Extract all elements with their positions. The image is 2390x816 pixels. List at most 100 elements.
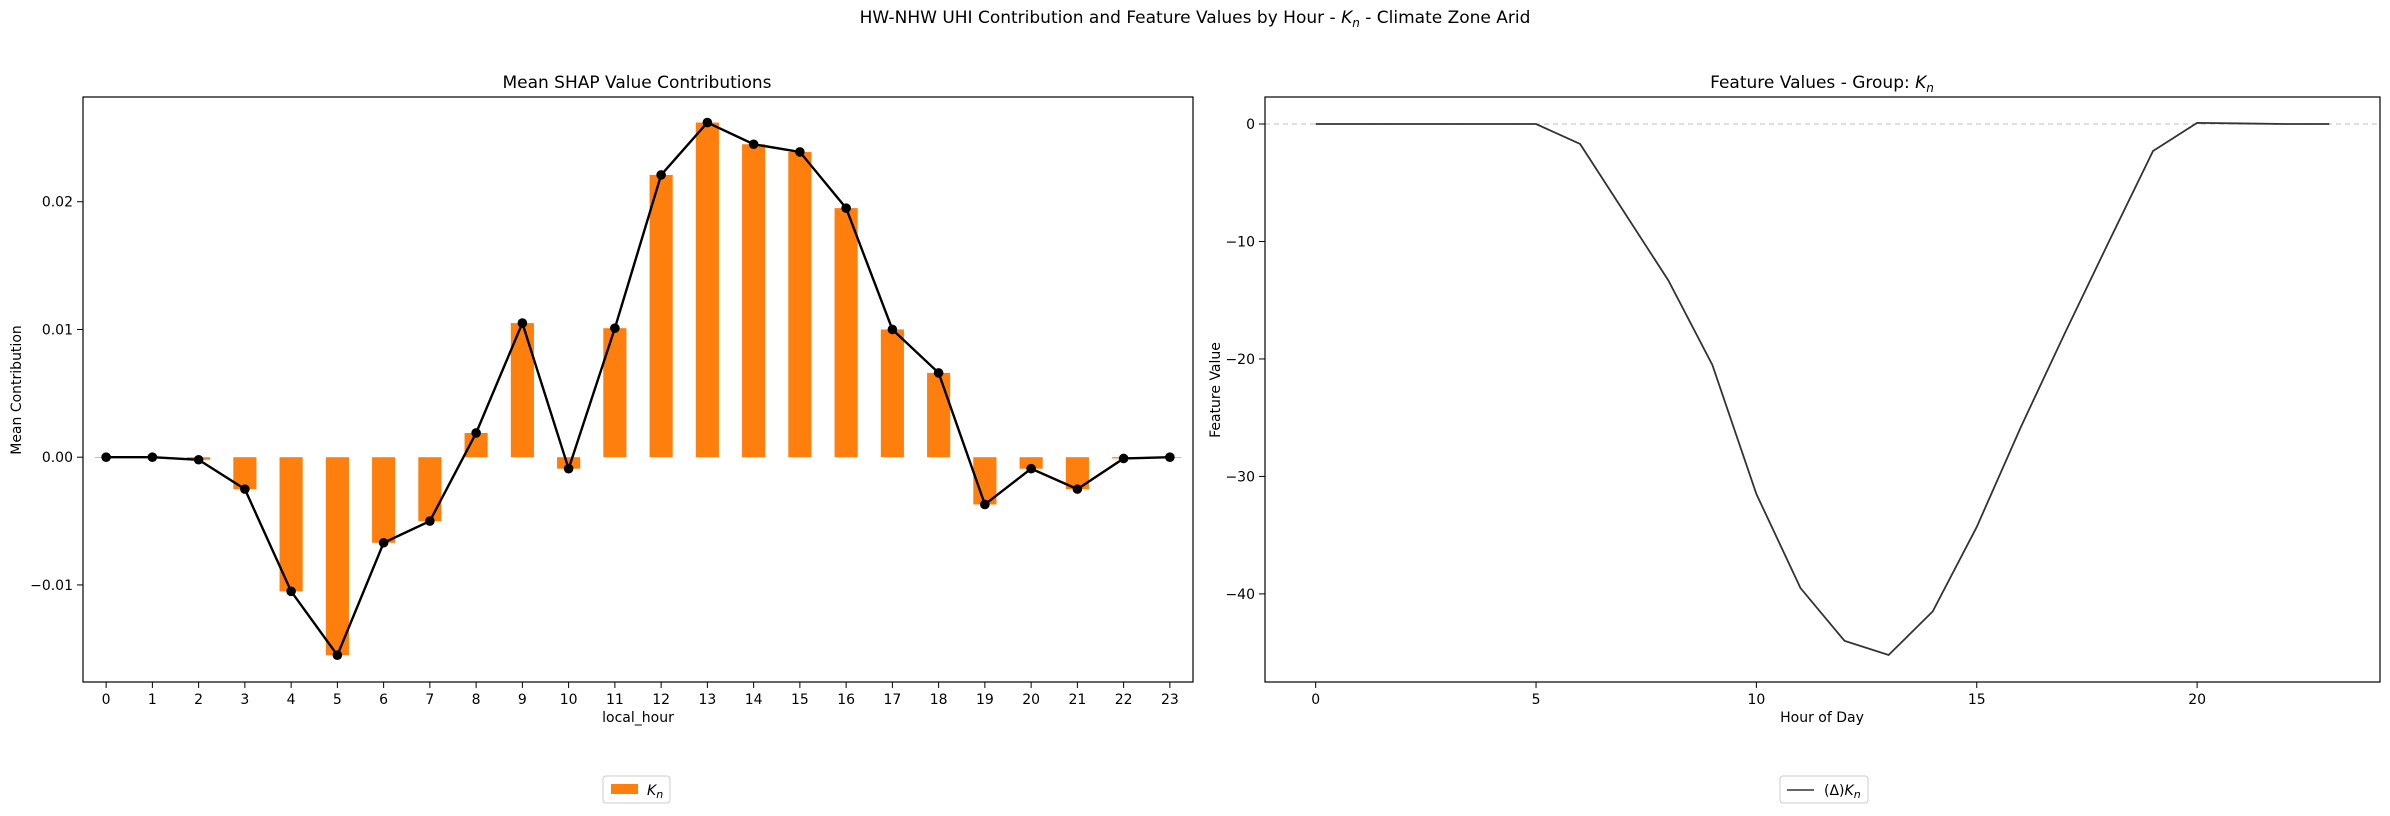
shap-legend-sub: n xyxy=(656,788,663,801)
bar-15 xyxy=(788,151,812,458)
y-axis-ticks: −40 −30 −20 −10 0 xyxy=(1225,117,1265,603)
shap-chart-title: Mean SHAP Value Contributions xyxy=(502,73,771,93)
figure-title: HW-NHW UHI Contribution and Feature Valu… xyxy=(860,8,1531,30)
x-tick-label: 6 xyxy=(379,692,388,708)
bar-19 xyxy=(973,457,997,505)
x-tick-label: 9 xyxy=(518,692,527,708)
mean-point-11 xyxy=(610,323,620,333)
shap-y-axis-label: Mean Contribution xyxy=(9,325,25,455)
feature-line-series xyxy=(1315,121,2330,657)
bar-10 xyxy=(557,457,581,469)
mean-point-23 xyxy=(1165,452,1175,462)
mean-point-13 xyxy=(702,117,713,128)
mean-point-0 xyxy=(101,452,111,462)
feature-chart-title-sub: n xyxy=(1926,81,1934,95)
mean-point-7 xyxy=(425,516,435,526)
mean-point-14 xyxy=(748,139,759,150)
x-tick-label: 14 xyxy=(745,692,763,708)
x-tick-label: 5 xyxy=(333,692,342,708)
bar-4 xyxy=(279,457,303,592)
figure-title-sub: n xyxy=(1352,16,1360,30)
mean-line-series xyxy=(101,117,1175,660)
bar-14 xyxy=(742,144,766,458)
mean-point-10 xyxy=(563,463,574,474)
y-tick-label: 0.02 xyxy=(42,195,73,211)
bar-21 xyxy=(1065,457,1089,490)
mean-point-1 xyxy=(147,452,158,462)
mean-point-22 xyxy=(1118,453,1129,464)
feature-y-axis-label: Feature Value xyxy=(1208,342,1224,438)
x-axis-ticks: 0 1 2 3 4 5 6 7 8 9 10 11 12 13 14 15 16 17 18 19 20 21 22 23 xyxy=(102,682,1179,708)
mean-point-19 xyxy=(980,499,990,510)
bar-5 xyxy=(325,457,349,656)
bar-8 xyxy=(464,432,488,458)
feature-legend-box xyxy=(1779,775,1869,804)
x-tick-label: 13 xyxy=(698,692,716,708)
mean-point-15 xyxy=(795,147,805,157)
bar-20 xyxy=(1019,457,1043,469)
shap-contribution-chart: Mean SHAP Value Contributions −0.01 0.00 0… xyxy=(9,73,1194,804)
y-tick-label: −40 xyxy=(1225,587,1255,603)
bar-13 xyxy=(695,122,719,458)
feature-chart-title-symbol: K xyxy=(1915,73,1928,93)
bar-9 xyxy=(510,323,534,458)
x-tick-label: 3 xyxy=(240,692,249,708)
y-tick-label: −30 xyxy=(1225,469,1255,485)
y-tick-label: 0.00 xyxy=(42,450,73,466)
shap-legend-symbol: K xyxy=(647,783,658,799)
bar-11 xyxy=(603,328,627,458)
x-axis-ticks: 0 5 10 15 20 xyxy=(1311,682,2206,708)
mean-point-9 xyxy=(517,318,528,328)
shap-legend-label: Kn xyxy=(647,783,663,801)
x-tick-label: 10 xyxy=(560,692,578,708)
y-tick-label: 0.01 xyxy=(42,322,73,338)
mean-point-16 xyxy=(841,203,851,213)
y-tick-label: −20 xyxy=(1225,352,1255,368)
shap-legend: Kn xyxy=(602,775,671,804)
feature-x-axis-label: Hour of Day xyxy=(1780,710,1864,726)
x-tick-label: 20 xyxy=(2188,692,2206,708)
y-tick-label: 0 xyxy=(1246,117,1255,133)
mean-point-20 xyxy=(1026,463,1036,474)
x-tick-label: 16 xyxy=(837,692,855,708)
mean-point-21 xyxy=(1072,484,1083,494)
mean-line xyxy=(106,121,1170,658)
shap-x-axis-label: local_hour xyxy=(602,710,674,726)
mean-point-3 xyxy=(240,484,250,494)
bar-17 xyxy=(880,329,904,458)
x-tick-label: 11 xyxy=(606,692,624,708)
y-tick-label: −10 xyxy=(1225,234,1255,250)
x-tick-label: 15 xyxy=(1968,692,1986,708)
shap-chart-frame xyxy=(82,96,1194,683)
mean-point-8 xyxy=(471,428,481,438)
feature-legend: (Δ)Kn xyxy=(1779,775,1869,804)
feature-chart-frame xyxy=(1264,96,2381,683)
x-tick-label: 22 xyxy=(1115,692,1133,708)
figure-title-prefix: HW-NHW UHI Contribution and Feature Valu… xyxy=(860,8,1341,28)
x-tick-label: 23 xyxy=(1161,692,1179,708)
x-tick-label: 12 xyxy=(652,692,670,708)
feature-line xyxy=(1315,121,2330,657)
feature-values-chart: Feature Values - Group: Kn −40 −30 −20 −10 0… xyxy=(1208,73,2381,804)
x-tick-label: 2 xyxy=(194,692,203,708)
x-tick-label: 18 xyxy=(930,692,948,708)
feature-chart-title-prefix: Feature Values - Group: xyxy=(1710,73,1915,93)
x-tick-label: 15 xyxy=(791,692,809,708)
x-tick-label: 5 xyxy=(1532,692,1541,708)
mean-point-5 xyxy=(332,650,343,660)
mean-point-6 xyxy=(378,537,389,548)
x-tick-label: 4 xyxy=(287,692,296,708)
figure-title-symbol: K xyxy=(1341,8,1354,28)
y-tick-label: −0.01 xyxy=(30,578,73,594)
x-tick-label: 20 xyxy=(1022,692,1040,708)
bar-16 xyxy=(834,208,858,458)
bar-series xyxy=(94,122,1182,656)
x-tick-label: 17 xyxy=(883,692,901,708)
bar-18 xyxy=(927,372,951,458)
x-tick-label: 19 xyxy=(976,692,994,708)
x-tick-label: 1 xyxy=(148,692,157,708)
feature-chart-title: Feature Values - Group: Kn xyxy=(1710,73,1934,95)
x-tick-label: 0 xyxy=(102,692,111,708)
x-tick-label: 8 xyxy=(472,692,481,708)
